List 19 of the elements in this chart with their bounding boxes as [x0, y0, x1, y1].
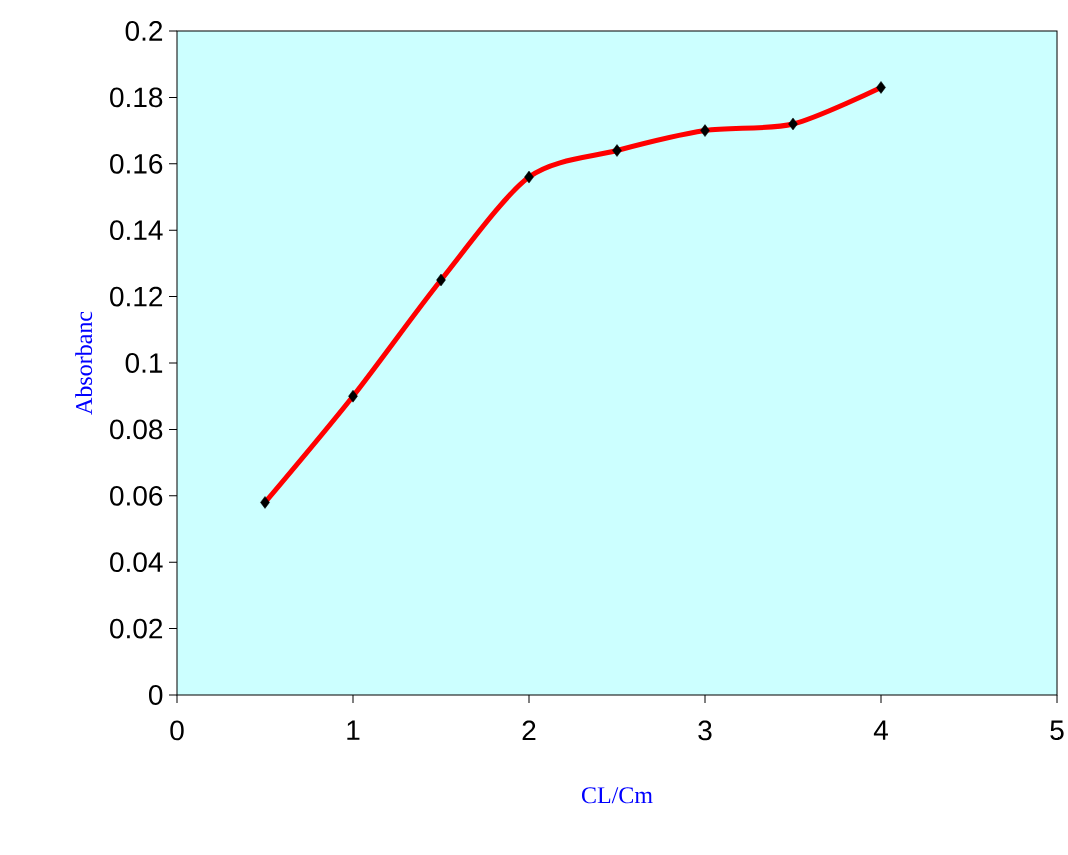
- x-tick-label: 3: [698, 720, 712, 741]
- x-axis-title: CL/Cm: [581, 787, 653, 804]
- y-tick-label: 0.2: [125, 21, 163, 41]
- y-tick-label: 0.06: [110, 485, 163, 506]
- y-tick-label: 0: [148, 685, 163, 705]
- y-tick-label: 0.18: [110, 87, 163, 108]
- x-tick-label: 2: [522, 720, 536, 741]
- y-tick-label: 0.02: [110, 618, 163, 639]
- y-axis-title: Absorbanc: [75, 311, 93, 415]
- y-tick-label: 0.14: [110, 220, 163, 241]
- y-tick-label: 0.08: [110, 419, 163, 440]
- x-tick-label: 1: [347, 720, 360, 740]
- y-tick-label: 0.04: [110, 552, 163, 573]
- y-tick-label: 0.12: [110, 286, 163, 307]
- x-tick-label: 0: [170, 720, 184, 741]
- y-tick-label: 0.16: [110, 153, 163, 174]
- x-tick-label: 5: [1050, 720, 1064, 741]
- y-tick-label: 0.1: [125, 353, 163, 373]
- x-tick-label: 4: [873, 720, 888, 740]
